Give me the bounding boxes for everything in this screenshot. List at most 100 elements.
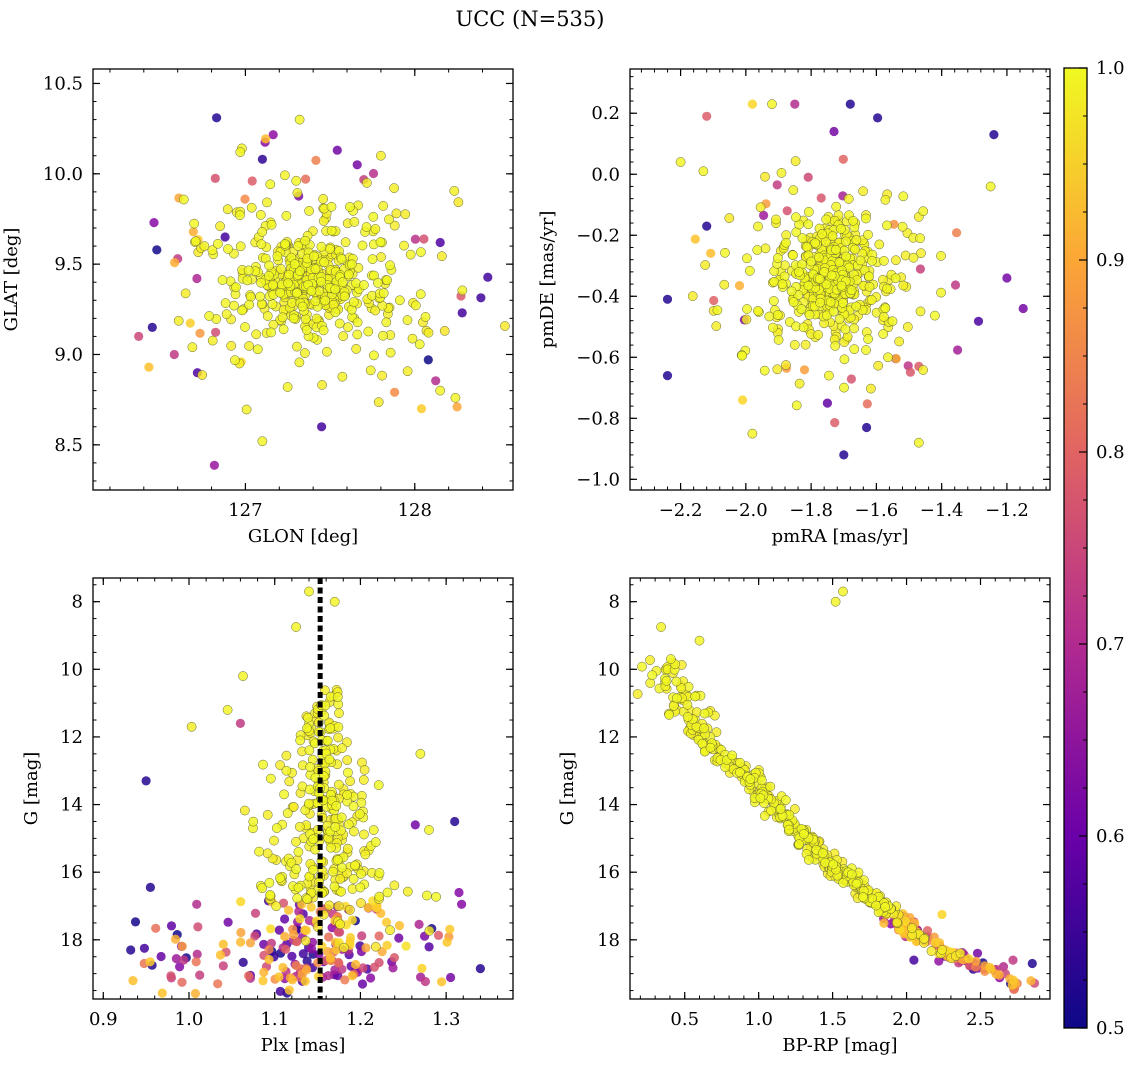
pm-point bbox=[843, 194, 854, 204]
pm-xtick-label: −1.6 bbox=[855, 500, 899, 521]
pm-ytick-label: −0.4 bbox=[576, 286, 620, 307]
gal-point bbox=[283, 278, 293, 289]
gal-point bbox=[284, 269, 295, 280]
plx-point bbox=[333, 927, 343, 937]
pm-point bbox=[675, 157, 686, 167]
gal-point bbox=[423, 327, 434, 338]
plx-point bbox=[151, 923, 161, 933]
gal-point bbox=[325, 244, 335, 254]
pm-point bbox=[822, 398, 833, 408]
plx-point bbox=[424, 925, 435, 936]
gal-point bbox=[257, 226, 268, 237]
gal-point bbox=[457, 285, 468, 296]
plx-point bbox=[358, 775, 369, 785]
gal-point bbox=[251, 329, 262, 340]
pm-point bbox=[760, 243, 771, 254]
gal-point bbox=[389, 183, 399, 193]
pm-point bbox=[908, 252, 919, 263]
gal-point bbox=[439, 326, 450, 336]
gal-point bbox=[180, 288, 191, 299]
cmd-point bbox=[900, 916, 911, 926]
gal-point bbox=[378, 201, 389, 211]
plx-point bbox=[195, 970, 205, 980]
gal-point bbox=[262, 311, 273, 321]
cmd-point bbox=[820, 857, 831, 868]
gal-point bbox=[188, 227, 198, 237]
plx-point bbox=[358, 963, 368, 973]
plx-point bbox=[351, 959, 361, 970]
cmd-point bbox=[694, 635, 705, 646]
plx-point bbox=[332, 855, 343, 865]
plx-xtick-label: 0.9 bbox=[89, 1009, 118, 1030]
plx-point bbox=[342, 790, 353, 800]
pm-point bbox=[836, 280, 847, 291]
gal-point bbox=[240, 194, 250, 204]
pm-point bbox=[711, 321, 722, 331]
plx-point bbox=[356, 869, 366, 879]
plx-point bbox=[171, 954, 181, 964]
pm-point bbox=[915, 233, 925, 244]
gal-point bbox=[268, 279, 278, 290]
plx-point bbox=[292, 893, 303, 904]
pm-point bbox=[846, 285, 857, 296]
gal-point bbox=[304, 206, 314, 216]
pm-point bbox=[839, 354, 850, 365]
gal-point bbox=[213, 238, 223, 249]
plx-point bbox=[291, 836, 301, 847]
gal-point bbox=[300, 348, 310, 358]
cmd-point bbox=[682, 699, 693, 710]
pm-point bbox=[804, 310, 815, 320]
gal-point bbox=[190, 236, 201, 247]
gal-point bbox=[373, 278, 383, 288]
gal-point bbox=[294, 114, 305, 125]
pm-point bbox=[791, 212, 801, 223]
gal-point bbox=[330, 307, 341, 318]
pm-point bbox=[753, 306, 763, 316]
gal-point bbox=[402, 315, 413, 325]
plx-ytick-label: 10 bbox=[60, 659, 83, 680]
pm-point bbox=[905, 367, 916, 377]
gal-point bbox=[361, 222, 372, 232]
plx-point bbox=[382, 940, 392, 950]
pm-point bbox=[772, 310, 783, 320]
plx-point bbox=[284, 985, 294, 995]
pm-ytick-label: 0.2 bbox=[591, 103, 620, 124]
gal-point bbox=[272, 251, 283, 262]
pm-point bbox=[803, 172, 813, 182]
gal-point bbox=[235, 210, 245, 221]
pm-point bbox=[891, 255, 901, 266]
pm-point bbox=[858, 186, 868, 197]
colorbar-tick-label: 0.7 bbox=[1096, 634, 1125, 655]
plx-point bbox=[457, 899, 467, 909]
cmd-point bbox=[937, 909, 947, 920]
gal-point bbox=[264, 260, 274, 271]
gal-point bbox=[292, 341, 302, 352]
pm-point bbox=[894, 336, 905, 347]
plx-point bbox=[357, 979, 368, 989]
plx-point bbox=[281, 944, 291, 954]
pm-point bbox=[700, 260, 711, 270]
plx-point bbox=[356, 898, 366, 908]
pm-point bbox=[873, 113, 883, 123]
plx-point bbox=[349, 826, 359, 837]
cmd-point bbox=[632, 689, 643, 699]
cmd-point bbox=[1027, 958, 1037, 969]
gal-point bbox=[275, 287, 286, 298]
cmd-ytick-label: 18 bbox=[597, 930, 620, 951]
pm-point bbox=[776, 168, 787, 178]
cmd-point bbox=[766, 805, 776, 816]
plx-point bbox=[347, 915, 357, 925]
pm-point bbox=[760, 171, 770, 182]
pm-point bbox=[813, 252, 824, 263]
cmd-point bbox=[756, 775, 767, 786]
plx-point bbox=[360, 849, 371, 860]
plx-point bbox=[336, 812, 347, 823]
plx-ytick-label: 12 bbox=[60, 727, 83, 748]
pm-point bbox=[803, 207, 814, 217]
pm-point bbox=[789, 340, 800, 350]
gal-point bbox=[217, 275, 228, 285]
pm-point bbox=[898, 280, 909, 291]
pm-point bbox=[839, 382, 849, 393]
pm-point bbox=[950, 280, 961, 290]
plx-point bbox=[141, 776, 151, 786]
